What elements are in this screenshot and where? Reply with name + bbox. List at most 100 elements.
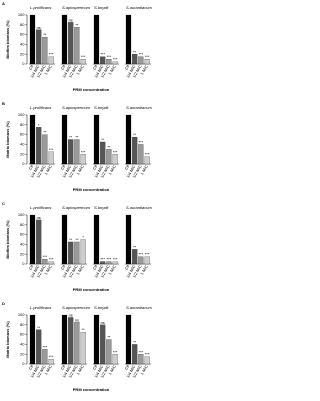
group-label: S.boydii	[94, 105, 108, 110]
group-label: S.aurantiacum	[126, 205, 152, 210]
significance-label: ***	[49, 257, 54, 262]
significance-label: ***	[145, 54, 150, 59]
significance-label: ns	[37, 25, 41, 30]
y-axis-label: Biofilm biomass (%)	[5, 220, 10, 259]
group-label: S.apiospermum	[62, 205, 91, 210]
significance-label: ns	[69, 17, 73, 22]
bar-label: 1/4 MIC	[61, 364, 72, 379]
y-tick-label: 40	[20, 241, 25, 246]
y-tick-label: 60	[20, 32, 25, 37]
bar-label: 1/2 MIC	[67, 64, 78, 79]
bar	[93, 14, 100, 65]
bar	[74, 322, 80, 365]
group-label: L.prolificans	[30, 205, 51, 210]
group-label: S.apiospermum	[62, 305, 91, 310]
bar-label: 1/2 MIC	[35, 264, 46, 279]
bar-label: 1/2 MIC	[35, 64, 46, 79]
y-axis-label: Biofilm biomass (%)	[5, 20, 10, 59]
bar-label: 1/2 MIC	[67, 364, 78, 379]
bar	[68, 22, 74, 65]
bar-label: Ctl	[60, 164, 67, 171]
bar-label: 1 MIC	[43, 264, 53, 276]
bar	[42, 349, 48, 365]
bar-label: 1/4 MIC	[93, 64, 104, 79]
bar-label: 1/2 MIC	[99, 164, 110, 179]
bar-label: 1 MIC	[139, 64, 149, 76]
bar	[106, 58, 112, 65]
panel-label: D	[2, 301, 5, 306]
bar-label: 1/4 MIC	[29, 364, 40, 379]
bar-label: Ctl	[92, 164, 99, 171]
significance-label: ***	[81, 54, 86, 59]
bar	[125, 214, 132, 265]
bar-label: Ctl	[60, 64, 67, 71]
y-tick-label: 60	[20, 332, 25, 337]
group-label: L.prolificans	[30, 105, 51, 110]
significance-label: ***	[139, 252, 144, 257]
significance-label: ***	[43, 254, 48, 259]
bar	[80, 239, 86, 265]
bar	[42, 258, 48, 265]
y-tick-label: 80	[20, 22, 25, 27]
bar	[100, 324, 106, 365]
bar	[132, 54, 138, 65]
significance-label: **	[37, 325, 41, 330]
group-label: L.prolificans	[30, 5, 51, 10]
significance-label: **	[69, 135, 73, 140]
panel-label: A	[2, 1, 5, 6]
bar	[112, 261, 118, 265]
panel-label: C	[2, 201, 5, 206]
bar	[144, 58, 150, 65]
bar	[112, 61, 118, 65]
significance-label: ***	[113, 257, 118, 262]
bar	[106, 149, 112, 165]
bar	[125, 114, 132, 165]
significance-label: ***	[49, 147, 54, 152]
significance-label: **	[75, 22, 79, 27]
bar-label: 1 MIC	[107, 364, 117, 376]
y-tick-label: 100	[18, 312, 25, 317]
bar	[36, 29, 42, 65]
significance-label: ***	[145, 152, 150, 157]
significance-label: **	[107, 335, 111, 340]
bar	[100, 141, 106, 165]
bar-label: 1/4 MIC	[125, 264, 136, 279]
bar-label: 1 MIC	[43, 164, 53, 176]
significance-label: ***	[139, 349, 144, 354]
significance-label: **	[43, 32, 47, 37]
bar-label: Ctl	[92, 364, 99, 371]
significance-label: ***	[113, 349, 118, 354]
bar-label: 1/2 MIC	[131, 364, 142, 379]
y-tick-label: 0	[22, 161, 25, 166]
y-tick-label: 80	[20, 322, 25, 327]
bar	[132, 249, 138, 265]
bar-label: 1 MIC	[75, 264, 85, 276]
group-label: S.apiospermum	[62, 105, 91, 110]
bar	[132, 136, 138, 165]
bar	[61, 214, 68, 265]
significance-label: **	[133, 244, 137, 249]
bar-label: 1/4 MIC	[61, 164, 72, 179]
bar-label: 1 MIC	[43, 64, 53, 76]
bar-label: Ctl	[124, 164, 131, 171]
bar	[144, 356, 150, 365]
bar-label: 1/2 MIC	[131, 64, 142, 79]
significance-label: ***	[107, 257, 112, 262]
bar	[80, 154, 86, 165]
bar-label: Ctl	[124, 364, 131, 371]
bar-label: 1/2 MIC	[99, 264, 110, 279]
significance-label: ***	[49, 52, 54, 57]
significance-label: **	[133, 132, 137, 137]
significance-label: ***	[107, 54, 112, 59]
bar-label: 1/2 MIC	[99, 64, 110, 79]
significance-label: ***	[100, 257, 105, 262]
bar	[93, 214, 100, 265]
significance-label: ***	[113, 57, 118, 62]
significance-label: ***	[113, 149, 118, 154]
bar-label: 1/4 MIC	[125, 364, 136, 379]
bar	[61, 314, 68, 365]
significance-label: **	[69, 237, 73, 242]
bar-label: 1 MIC	[75, 164, 85, 176]
bar-label: 1/2 MIC	[35, 164, 46, 179]
y-tick-label: 0	[22, 361, 25, 366]
